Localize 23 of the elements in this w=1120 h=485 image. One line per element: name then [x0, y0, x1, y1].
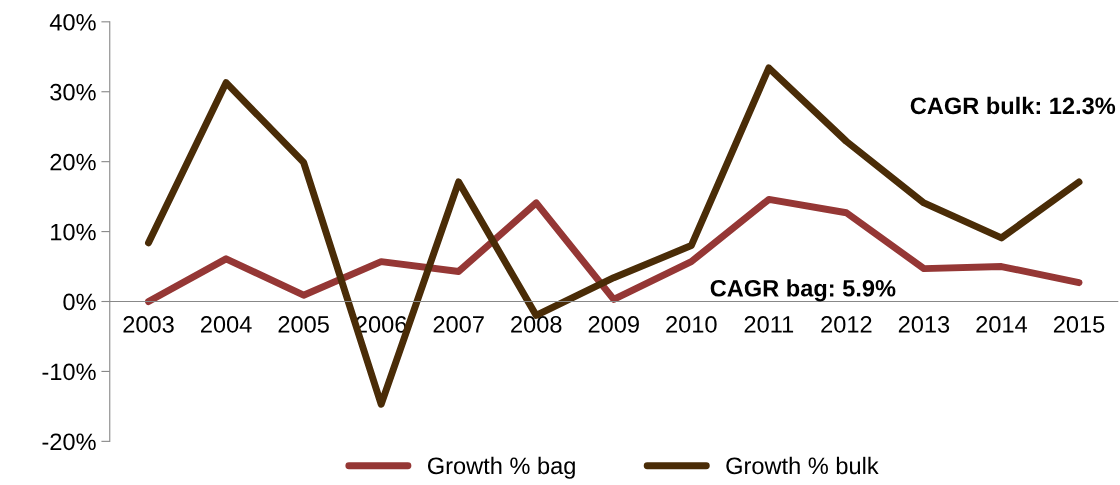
x-tick-label: 2003 — [123, 316, 174, 333]
x-tick-label: 2007 — [433, 316, 484, 333]
x-tick-label: 2012 — [821, 316, 872, 333]
legend-label: Growth % bag — [427, 456, 575, 479]
y-tick-label: 40% — [49, 13, 96, 31]
legend-label: Growth % bulk — [726, 456, 879, 475]
y-tick-label: 10% — [51, 223, 96, 241]
x-tick-label: 2009 — [588, 316, 639, 333]
x-tick-label: 2014 — [976, 316, 1028, 333]
x-tick-label: 2015 — [1053, 316, 1105, 333]
y-tick-label: -20% — [42, 433, 96, 451]
x-tick-label: 2008 — [511, 316, 562, 333]
y-tick-label: -10% — [42, 363, 96, 381]
x-tick-label: 2013 — [898, 316, 950, 333]
x-tick-label: 2011 — [744, 316, 794, 333]
x-tick-label: 2010 — [666, 316, 717, 333]
annotation: CAGR bulk: 12.3% — [910, 96, 1116, 115]
annotation: CAGR bag: 5.9% — [710, 279, 896, 302]
y-tick-label: 0% — [63, 293, 96, 311]
y-tick-label: 20% — [50, 153, 96, 171]
x-tick-label: 2005 — [278, 316, 329, 333]
y-tick-label: 30% — [50, 83, 96, 101]
x-tick-label: 2004 — [201, 316, 252, 333]
